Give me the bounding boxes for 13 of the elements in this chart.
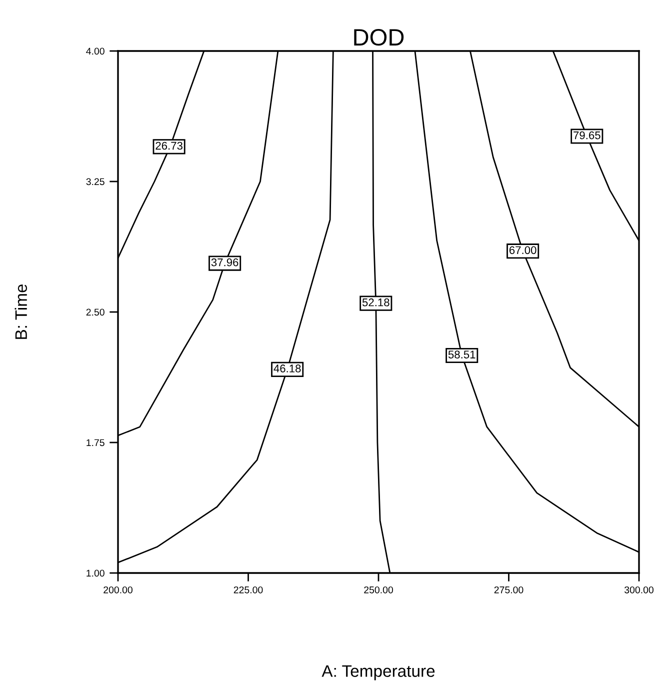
y-axis-title: B: Time [14,284,28,339]
chart-title: DOD [354,28,404,46]
x-tick-label: 275.00 [494,586,524,594]
x-tick-label: 250.00 [364,586,393,594]
y-tick-label: 1.75 [86,439,104,446]
y-tick-label: 1.00 [86,570,104,577]
x-axis-title: A: Temperature [322,665,435,680]
x-tick-label: 300.00 [624,586,654,594]
x-tick-label: 200.00 [104,586,132,594]
y-tick-label: 3.25 [86,178,104,186]
y-tick-label: 4.00 [86,48,104,55]
x-tick-label: 225.00 [234,586,263,594]
y-tick-label: 2.50 [86,308,104,316]
